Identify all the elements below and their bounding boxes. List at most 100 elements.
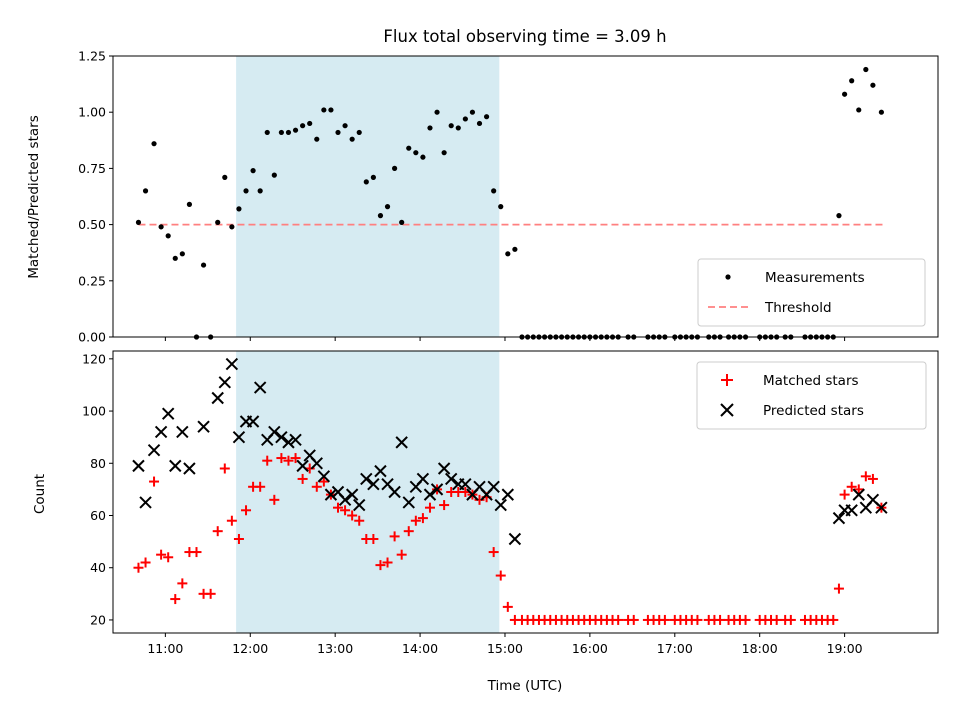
matched-point xyxy=(347,510,358,521)
matched-point xyxy=(212,526,223,537)
measurement-point xyxy=(271,172,277,178)
measurement-point xyxy=(172,255,178,261)
x-tick-label: 12:00 xyxy=(232,641,268,656)
matched-point xyxy=(241,505,252,516)
predicted-point xyxy=(416,472,430,486)
predicted-point xyxy=(183,462,196,475)
x-tick-label: 14:00 xyxy=(402,641,438,656)
legend-label-measurements: Measurements xyxy=(765,270,865,286)
matched-point xyxy=(205,588,216,599)
predicted-point xyxy=(345,488,359,501)
matched-point xyxy=(191,547,202,558)
predicted-point xyxy=(225,357,239,371)
measurement-point xyxy=(462,116,468,122)
measurement-point xyxy=(469,109,476,115)
measurement-point xyxy=(491,188,497,194)
predicted-point xyxy=(296,459,309,473)
matched-point xyxy=(311,481,322,492)
matched-point xyxy=(659,614,670,625)
measurement-point xyxy=(434,109,440,115)
measurement-point xyxy=(142,188,149,194)
matched-point xyxy=(340,505,351,516)
matched-point xyxy=(219,463,230,474)
predicted-point xyxy=(353,498,366,512)
matched-point xyxy=(396,549,407,560)
observing-window-shade xyxy=(236,56,500,337)
measurement-point xyxy=(356,129,362,136)
matched-point xyxy=(382,557,393,568)
predicted-point xyxy=(232,430,246,444)
predicted-stars-series xyxy=(132,357,888,546)
measurement-point xyxy=(335,129,341,136)
matched-point xyxy=(613,614,624,625)
measurement-point xyxy=(151,141,157,147)
measurement-point xyxy=(285,129,292,136)
matched-stars-series xyxy=(133,453,887,625)
predicted-point xyxy=(197,420,210,433)
predicted-point xyxy=(338,493,352,507)
measurement-point xyxy=(363,179,369,185)
measurement-point xyxy=(349,136,355,142)
measurement-point xyxy=(399,219,405,225)
predicted-point xyxy=(282,436,295,449)
matched-point xyxy=(828,614,839,625)
measurement-point xyxy=(179,251,185,257)
x-axis-label: Time (UTC) xyxy=(487,678,563,694)
measurement-point xyxy=(849,78,855,84)
predicted-point xyxy=(147,444,161,457)
matched-point xyxy=(495,570,506,581)
measurement-point xyxy=(229,224,235,230)
predicted-point xyxy=(169,459,182,473)
y-tick-label: 0.50 xyxy=(78,217,106,232)
matched-point xyxy=(177,578,188,589)
predicted-point xyxy=(875,501,888,514)
measurement-point xyxy=(321,107,327,113)
predicted-point xyxy=(487,480,500,493)
x-tick-label: 17:00 xyxy=(657,641,693,656)
matched-point xyxy=(262,455,273,466)
measurement-point xyxy=(427,125,433,131)
measurement-point xyxy=(215,219,221,225)
matched-point xyxy=(740,614,751,625)
x-tick-label: 11:00 xyxy=(147,641,183,656)
measurement-point xyxy=(856,107,862,113)
matched-point xyxy=(846,481,857,492)
predicted-point xyxy=(374,464,387,478)
measurement-point xyxy=(264,129,270,136)
matched-point xyxy=(860,471,871,482)
y-tick-label: 100 xyxy=(82,404,106,419)
predicted-point xyxy=(832,511,846,525)
y-axis-ticks: 0.00 0.25 0.50 0.75 1.00 1.25 xyxy=(78,49,113,345)
matched-point xyxy=(439,500,450,511)
count-panel: 20 40 60 80 100 120 11:00 12:00 13:00 14:00 15:00… xyxy=(32,350,939,694)
predicted-point xyxy=(268,425,281,439)
legend-predicted-marker xyxy=(720,403,734,417)
matched-point xyxy=(488,547,499,558)
predicted-point xyxy=(289,433,302,446)
measurement-point xyxy=(842,91,848,97)
predicted-point xyxy=(360,472,373,486)
matched-point xyxy=(692,614,703,625)
matched-point xyxy=(290,453,301,464)
x-tick-label: 13:00 xyxy=(317,641,353,656)
matched-point xyxy=(389,531,400,542)
matched-point xyxy=(785,614,796,625)
measurement-point xyxy=(292,127,299,133)
y-tick-label: 60 xyxy=(90,508,106,523)
matched-point xyxy=(417,513,428,524)
measurement-point xyxy=(392,165,398,171)
legend-label-matched: Matched stars xyxy=(763,373,859,389)
plot-frame xyxy=(112,55,939,338)
matched-point xyxy=(333,502,343,513)
legend-label-threshold: Threshold xyxy=(764,300,832,316)
matched-point xyxy=(628,614,639,625)
predicted-point xyxy=(402,496,415,509)
measurement-point xyxy=(878,109,884,115)
matched-point xyxy=(839,489,850,500)
matched-point xyxy=(375,560,386,571)
matched-point xyxy=(424,502,435,513)
plot-frame xyxy=(112,350,939,634)
legend: Measurements Threshold xyxy=(697,258,926,327)
measurement-point xyxy=(498,204,504,210)
